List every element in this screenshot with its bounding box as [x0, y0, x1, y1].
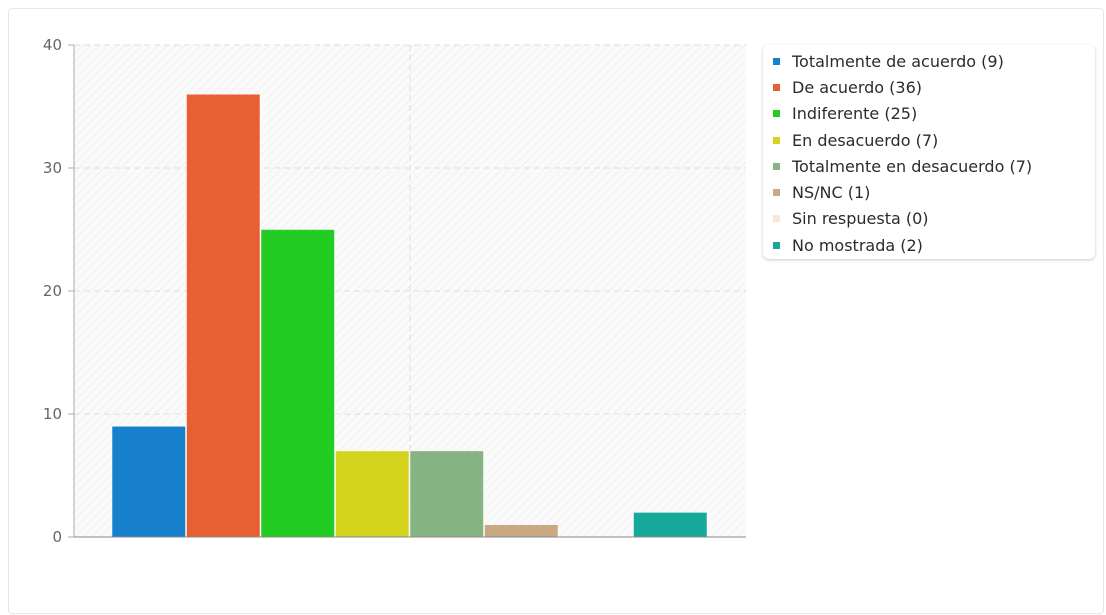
bar-5	[409, 450, 484, 538]
legend-swatch	[773, 83, 780, 91]
y-tick-label: 30	[43, 159, 62, 177]
legend-item[interactable]: En desacuerdo (7)	[773, 127, 1095, 153]
legend-swatch	[773, 215, 780, 223]
bar-chart: 0 10 20 30 40	[43, 36, 746, 546]
y-axis: 0 10 20 30 40	[43, 36, 746, 546]
legend-swatch	[773, 189, 780, 197]
legend-label: Totalmente en desacuerdo (7)	[792, 156, 1033, 176]
legend-label: De acuerdo (36)	[792, 77, 923, 97]
legend-item[interactable]: No mostrada (2)	[773, 232, 1095, 258]
legend-item[interactable]: Totalmente en desacuerdo (7)	[773, 153, 1095, 179]
legend-swatch	[773, 162, 780, 170]
legend-item[interactable]: NS/NC (1)	[773, 179, 1095, 205]
legend-label: Totalmente de acuerdo (9)	[792, 51, 1004, 71]
legend-label: Sin respuesta (0)	[792, 209, 929, 229]
legend-label: NS/NC (1)	[792, 183, 871, 203]
y-tick-label: 0	[52, 528, 62, 546]
bar-4	[335, 450, 410, 538]
legend-item[interactable]: Indiferente (25)	[773, 101, 1095, 127]
legend-label: Indiferente (25)	[792, 104, 918, 124]
bar-3	[260, 229, 335, 538]
legend-swatch	[773, 110, 780, 118]
legend-swatch	[773, 136, 780, 144]
bar-1	[111, 426, 186, 538]
y-tick-label: 20	[43, 282, 62, 300]
legend-item[interactable]: Totalmente de acuerdo (9)	[773, 48, 1095, 74]
legend: Totalmente de acuerdo (9) De acuerdo (36)…	[763, 45, 1095, 259]
bar-2	[186, 93, 261, 538]
bars-group	[111, 93, 708, 538]
legend-item[interactable]: De acuerdo (36)	[773, 74, 1095, 100]
legend-swatch	[773, 57, 780, 65]
legend-item[interactable]: Sin respuesta (0)	[773, 206, 1095, 232]
legend-label: No mostrada (2)	[792, 235, 923, 255]
bar-6	[484, 524, 559, 538]
legend-label: En desacuerdo (7)	[792, 130, 939, 150]
legend-swatch	[773, 241, 780, 249]
y-tick-label: 40	[43, 36, 62, 54]
y-tick-label: 10	[43, 405, 62, 423]
bar-8	[633, 512, 708, 538]
